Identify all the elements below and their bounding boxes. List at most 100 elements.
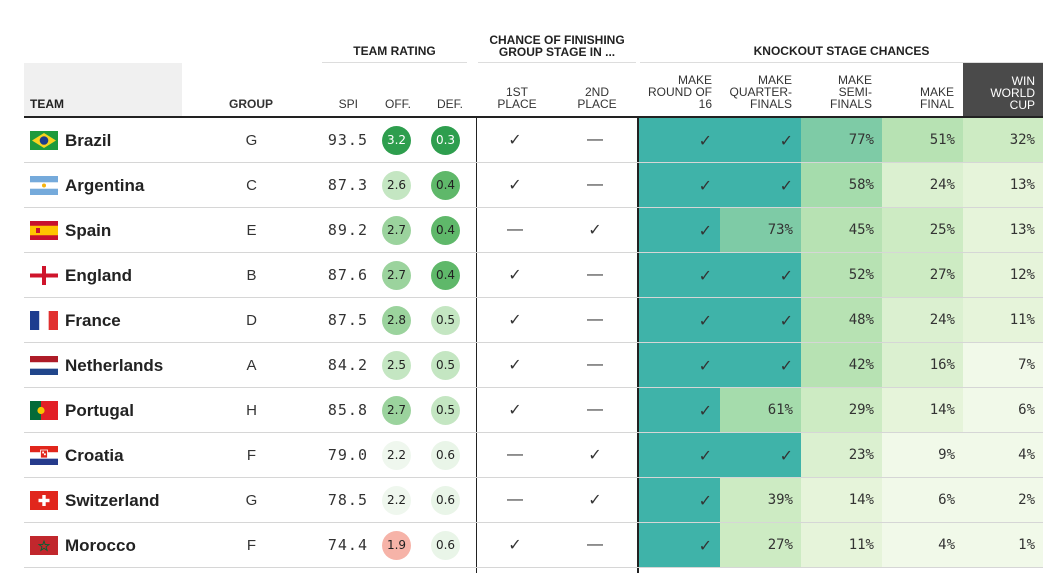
def-rating-circle: 0.5 (431, 305, 460, 335)
switzerland-flag (30, 491, 58, 510)
spi-cell: 74.4 (327, 536, 368, 554)
group-cell: G (245, 491, 258, 509)
quarterfinals-cell: ✓ (720, 433, 801, 477)
def-rating-circle: 0.3 (431, 125, 460, 155)
second-place-cell: ✓ (588, 492, 602, 509)
spi-cell: 85.8 (327, 401, 368, 419)
win-world-cup-cell: 6% (963, 388, 1043, 432)
table-row: Croatia F 79.0 2.2 0.6— ✓ ✓ ✓ 23% 9% 4% (24, 433, 1043, 478)
semifinals-cell: 29% (801, 388, 882, 432)
off-rating-circle: 2.7 (382, 215, 411, 245)
final-cell: 9% (882, 433, 963, 477)
second-place-cell: — (587, 536, 603, 553)
first-place-cell: ✓ (508, 537, 522, 554)
group-cell: G (245, 131, 258, 149)
def-rating-circle: 0.4 (431, 260, 460, 290)
group-cell: B (246, 266, 257, 284)
france-flag (30, 311, 58, 330)
team-name: England (65, 266, 133, 285)
quarterfinals-cell: ✓ (720, 298, 801, 342)
second-place-cell: ✓ (588, 447, 602, 464)
semifinals-cell: 52% (801, 253, 882, 297)
quarterfinals-cell: ✓ (720, 118, 801, 162)
def-rating-circle: 0.6 (431, 485, 460, 515)
win-world-cup-cell: 1% (963, 523, 1043, 567)
first-place-cell: ✓ (508, 312, 522, 329)
team-name: Spain (65, 221, 112, 240)
def-rating-cell: 0.4 (431, 253, 460, 297)
netherlands-flag (30, 356, 58, 375)
second-place-cell: — (587, 266, 603, 283)
argentina-flag (30, 176, 58, 195)
off-rating-cell: 2.8 (382, 298, 411, 342)
round16-cell: ✓ (639, 343, 720, 387)
portugal-flag (30, 401, 58, 420)
semifinals-column-header: MAKE SEMI- FINALS (829, 73, 872, 111)
def-rating-cell: 0.5 (431, 298, 460, 342)
def-column-header: DEF. (436, 97, 463, 111)
group-cell: D (246, 311, 257, 329)
table-row: Argentina C 87.3 2.6 0.4 ✓ — ✓ ✓ 58% 24% 13% (24, 163, 1043, 208)
final-cell: 16% (882, 343, 963, 387)
round16-column-header: MAKE ROUND OF 16 (648, 73, 712, 111)
quarterfinals-cell: 39% (720, 478, 801, 522)
first-place-cell: — (507, 446, 523, 463)
second-place-cell: ✓ (588, 222, 602, 239)
first-place-cell: ✓ (508, 357, 522, 374)
def-rating-cell: 0.4 (431, 208, 460, 252)
spi-cell: 93.5 (327, 131, 368, 149)
def-rating-circle: 0.6 (431, 530, 460, 560)
semifinals-cell: 48% (801, 298, 882, 342)
win-world-cup-cell: 11% (963, 298, 1043, 342)
def-rating-cell: 0.5 (431, 343, 460, 387)
final-cell: 24% (882, 163, 963, 207)
win-world-cup-cell: 32% (963, 118, 1043, 162)
semifinals-cell: 45% (801, 208, 882, 252)
final-cell: 4% (882, 523, 963, 567)
def-rating-circle: 0.6 (431, 440, 460, 470)
first-place-cell: ✓ (508, 267, 522, 284)
off-rating-circle: 2.7 (382, 395, 411, 425)
spi-cell: 87.6 (327, 266, 368, 284)
off-rating-cell: 2.7 (382, 253, 411, 297)
win-world-cup-cell: 12% (963, 253, 1043, 297)
second-place-cell: — (587, 311, 603, 328)
brazil-flag (30, 131, 58, 150)
group-stage-header-line1: CHANCE OF FINISHING (489, 33, 625, 47)
win-world-cup-cell: 13% (963, 208, 1043, 252)
group-cell: C (246, 176, 257, 194)
quarterfinals-cell: 73% (720, 208, 801, 252)
quarterfinals-cell: 27% (720, 523, 801, 567)
round16-cell: ✓ (639, 433, 720, 477)
knockout-header: KNOCKOUT STAGE CHANCES (753, 44, 930, 58)
final-column-header: MAKE FINAL (919, 85, 954, 111)
def-rating-circle: 0.5 (431, 350, 460, 380)
first-place-cell: — (507, 221, 523, 238)
round16-cell: ✓ (639, 118, 720, 162)
off-rating-circle: 3.2 (382, 125, 411, 155)
spi-cell: 87.3 (327, 176, 368, 194)
group-stage-header: CHANCE OF FINISHING GROUP STAGE IN ... (478, 34, 636, 58)
second-place-cell: — (587, 401, 603, 418)
second-place-cell: — (587, 356, 603, 373)
first-place-cell: ✓ (508, 132, 522, 149)
round16-cell: ✓ (639, 388, 720, 432)
final-cell: 51% (882, 118, 963, 162)
group-stage-left-rule (476, 117, 477, 573)
group-cell: F (246, 446, 257, 464)
def-rating-circle: 0.4 (431, 215, 460, 245)
team-name: France (65, 311, 121, 330)
group-cell: F (246, 536, 257, 554)
def-rating-cell: 0.4 (431, 163, 460, 207)
table-row: England B 87.6 2.7 0.4 ✓ — ✓ ✓ 52% 27% 12% (24, 253, 1043, 298)
spi-cell: 87.5 (327, 311, 368, 329)
off-rating-circle: 1.9 (382, 530, 411, 560)
win-world-cup-column-header: WIN WORLD CUP (963, 63, 1043, 117)
semifinals-cell: 11% (801, 523, 882, 567)
off-column-header: OFF. (385, 97, 411, 111)
semifinals-cell: 23% (801, 433, 882, 477)
first-place-cell: ✓ (508, 402, 522, 419)
off-rating-circle: 2.5 (382, 350, 411, 380)
off-rating-cell: 2.2 (382, 478, 411, 522)
team-rating-header: TEAM RATING (353, 44, 436, 58)
